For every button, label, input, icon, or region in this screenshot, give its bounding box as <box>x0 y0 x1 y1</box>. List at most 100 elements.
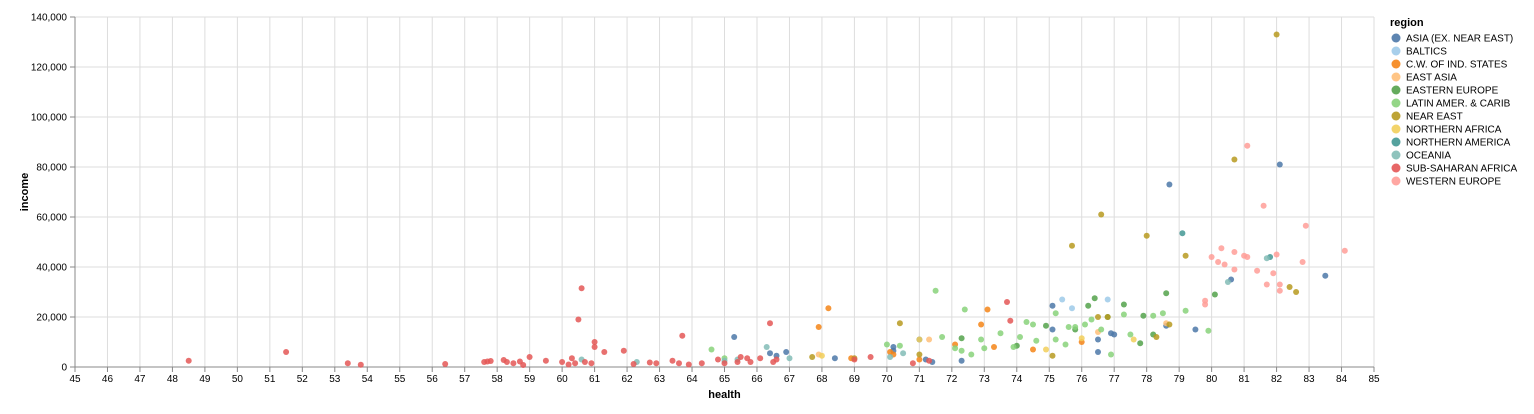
data-point <box>896 320 903 327</box>
data-point <box>984 306 991 313</box>
legend-symbol <box>1391 150 1401 160</box>
data-point <box>1049 326 1056 333</box>
data-point <box>715 356 721 363</box>
data-point <box>1231 156 1238 163</box>
x-tick-label: 51 <box>264 374 276 385</box>
data-points <box>185 31 1348 368</box>
x-tick-label: 85 <box>1368 374 1380 385</box>
data-point <box>679 332 686 339</box>
legend-entry-label: EAST ASIA <box>1406 73 1457 84</box>
legend: region ASIA (EX. NEAR EAST) BALTICS C.W. O… <box>1390 17 1517 188</box>
data-point <box>767 350 773 357</box>
data-point <box>1095 314 1101 320</box>
data-point <box>646 359 653 366</box>
x-tick-label: 63 <box>654 374 666 385</box>
x-tick-label: 83 <box>1303 374 1315 385</box>
data-point <box>520 362 527 368</box>
data-point <box>1153 334 1160 340</box>
data-point <box>997 330 1004 337</box>
data-point <box>1052 310 1059 317</box>
data-point <box>773 356 780 363</box>
legend-symbol <box>1391 137 1401 147</box>
x-tick-label: 64 <box>686 374 698 385</box>
data-point <box>708 346 715 353</box>
data-point <box>630 361 637 367</box>
legend-title: region <box>1390 17 1424 29</box>
x-tick-label: 48 <box>167 374 179 385</box>
y-axis-title: income <box>19 173 31 212</box>
legend-entry-label: LATIN AMER. & CARIB <box>1406 99 1511 110</box>
data-point <box>591 344 598 350</box>
legend-entry-label: BALTICS <box>1406 47 1447 58</box>
data-point <box>1043 322 1049 329</box>
data-point <box>1088 316 1095 323</box>
data-point <box>1127 331 1134 338</box>
data-point <box>909 360 916 367</box>
x-tick-label: 74 <box>1011 374 1023 385</box>
data-point <box>1095 336 1101 343</box>
data-point <box>559 359 566 365</box>
x-tick-label: 46 <box>102 374 114 385</box>
data-point <box>763 344 770 350</box>
data-point <box>900 350 907 357</box>
legend-symbol <box>1391 46 1401 56</box>
data-point <box>1322 272 1329 279</box>
data-point <box>1302 222 1309 229</box>
data-point <box>1043 346 1049 353</box>
x-tick-label: 76 <box>1076 374 1088 385</box>
data-point <box>958 347 965 354</box>
x-tick-label: 79 <box>1174 374 1186 385</box>
legend-entry-label: NEAR EAST <box>1406 112 1463 123</box>
data-point <box>1049 302 1056 309</box>
data-point <box>1286 284 1293 290</box>
data-point <box>978 321 985 328</box>
legend-entry-label: C.W. OF IND. STATES <box>1406 60 1508 71</box>
data-point <box>1069 305 1075 312</box>
x-tick-label: 55 <box>394 374 406 385</box>
data-point <box>1276 281 1283 288</box>
data-point <box>1273 31 1280 38</box>
data-point <box>1052 336 1059 343</box>
data-point <box>542 357 549 364</box>
data-point <box>1030 321 1036 328</box>
data-point <box>809 354 816 360</box>
x-tick-label: 62 <box>622 374 634 385</box>
y-tick-label: 20,000 <box>36 313 67 324</box>
y-tick-label: 40,000 <box>36 263 67 274</box>
data-point <box>737 354 744 360</box>
data-point <box>1166 181 1173 188</box>
data-point <box>503 359 510 365</box>
data-point <box>510 360 517 367</box>
data-point <box>1263 281 1270 288</box>
x-tick-label: 80 <box>1206 374 1218 385</box>
data-point <box>1215 259 1222 265</box>
data-point <box>588 360 595 367</box>
x-tick-label: 77 <box>1109 374 1121 385</box>
data-point <box>1341 247 1348 254</box>
data-point <box>591 339 598 345</box>
y-tick-label: 80,000 <box>36 163 67 174</box>
x-tick-label: 56 <box>427 374 439 385</box>
legend-symbol <box>1391 98 1401 108</box>
data-point <box>883 341 890 348</box>
data-point <box>283 349 290 355</box>
x-tick-label: 53 <box>329 374 341 385</box>
x-tick-label: 50 <box>232 374 244 385</box>
x-tick-label: 78 <box>1141 374 1153 385</box>
data-point <box>1017 334 1023 340</box>
data-point <box>669 357 676 364</box>
legend-entry-label: ASIA (EX. NEAR EAST) <box>1406 34 1513 45</box>
data-point <box>1010 344 1017 350</box>
data-point <box>1023 319 1030 325</box>
data-point <box>1033 337 1040 344</box>
data-point <box>620 347 627 354</box>
data-point <box>1231 266 1238 273</box>
data-point <box>896 342 903 349</box>
data-point <box>1263 255 1270 262</box>
legend-symbol <box>1391 176 1401 186</box>
legend-entry-label: NORTHERN AFRICA <box>1406 125 1502 136</box>
data-point <box>1179 230 1186 237</box>
data-point <box>978 336 985 343</box>
data-point <box>1224 279 1231 285</box>
